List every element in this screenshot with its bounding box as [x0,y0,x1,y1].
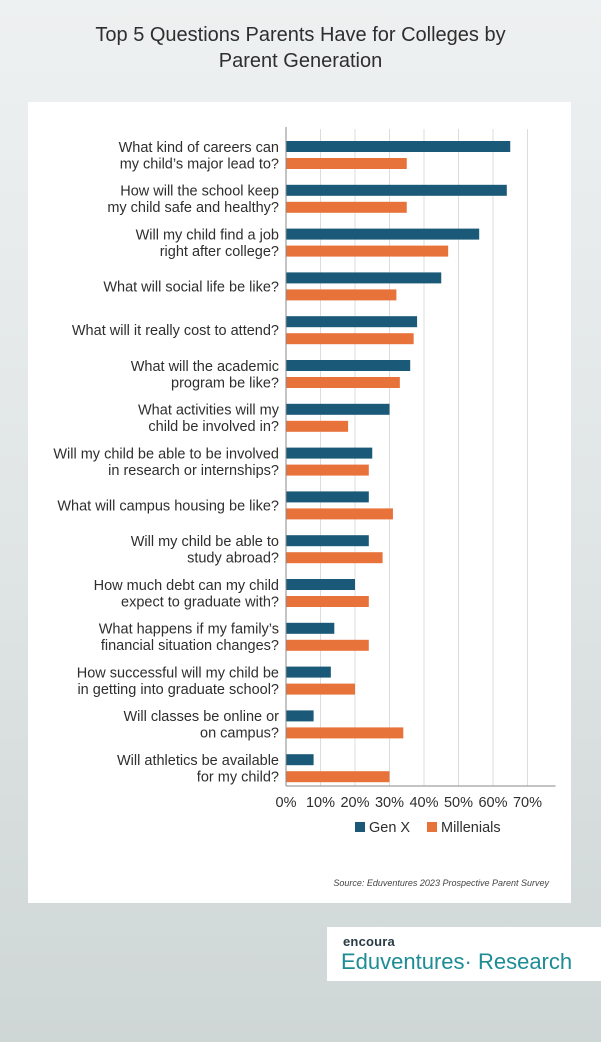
bar-millenials [286,727,404,739]
category-label: What will the academic program be like? [131,359,279,392]
category-label: What activities will my child be involved… [138,403,280,436]
bar-millenials [286,771,390,783]
bar-gen-x [286,491,369,503]
bar-millenials [286,377,400,388]
bar-millenials [286,420,349,432]
bar-gen-x [286,403,390,415]
bar-gen-x [286,666,331,678]
bar-gen-x [286,535,369,547]
bar-millenials [286,508,393,520]
bar-gen-x [286,184,507,196]
page-title: Top 5 Questions Parents Have for College… [95,24,506,72]
bar-gen-x [286,447,373,459]
bar-gen-x [286,272,442,284]
x-tick-label: 0% [276,795,297,811]
x-tick-label: 50% [444,795,473,811]
bar-millenials [286,639,369,651]
bar-gen-x [286,141,511,152]
bar-chart: What kind of careers can my child’s major… [53,127,556,836]
category-label: Will classes be online or on campus? [123,709,279,742]
bar-millenials [286,552,383,564]
chart-card: What kind of careers can my child’s major… [28,102,571,903]
category-label: What kind of careers can my child’s major… [119,140,279,173]
x-tick-label: 30% [375,795,404,811]
bar-millenials [286,158,407,169]
x-tick-label: 60% [478,795,507,811]
category-label: What will social life be like? [103,279,279,295]
bar-gen-x [286,622,335,634]
bar-millenials [286,333,414,345]
bar-gen-x [286,228,480,240]
bar-gen-x [286,579,355,590]
x-tick-label: 10% [306,795,335,811]
legend-swatch-gen-x [355,822,365,832]
bar-millenials [286,596,369,607]
legend-swatch-millenials [427,822,437,832]
bar-gen-x [286,360,411,371]
brand-logo: encoura Eduventures· Research [327,927,601,981]
bar-millenials [286,289,397,301]
brand-encoura: encoura [343,934,395,949]
brand-eduventures: Eduventures· Research [341,949,573,974]
category-label: What will it really cost to attend? [72,323,279,339]
bar-millenials [286,683,355,695]
category-label: Will my child be able to study abroad? [131,534,279,567]
category-label: What happens if my family’s financial sit… [99,622,279,655]
category-label: Will my child find a job right after coll… [136,227,279,260]
category-label: What will campus housing be like? [57,498,279,514]
bar-millenials [286,245,449,257]
category-label: Will athletics be available for my child? [117,753,279,786]
category-label: How much debt can my child expect to grad… [94,578,279,611]
x-tick-label: 40% [409,795,438,811]
x-tick-label: 20% [340,795,369,811]
category-label: Will my child be able to be involved in r… [53,446,279,479]
source-note: Source: Eduventures 2023 Prospective Par… [333,878,549,888]
legend-label: Millenials [441,820,501,836]
x-tick-label: 70% [513,795,542,811]
bar-gen-x [286,316,418,328]
legend-label: Gen X [369,820,410,836]
bar-gen-x [286,754,314,766]
bar-millenials [286,464,369,476]
category-label: How successful will my child be in gettin… [77,665,279,698]
bar-millenials [286,201,407,213]
category-label: How will the school keep my child safe an… [107,184,279,217]
bar-gen-x [286,710,314,722]
